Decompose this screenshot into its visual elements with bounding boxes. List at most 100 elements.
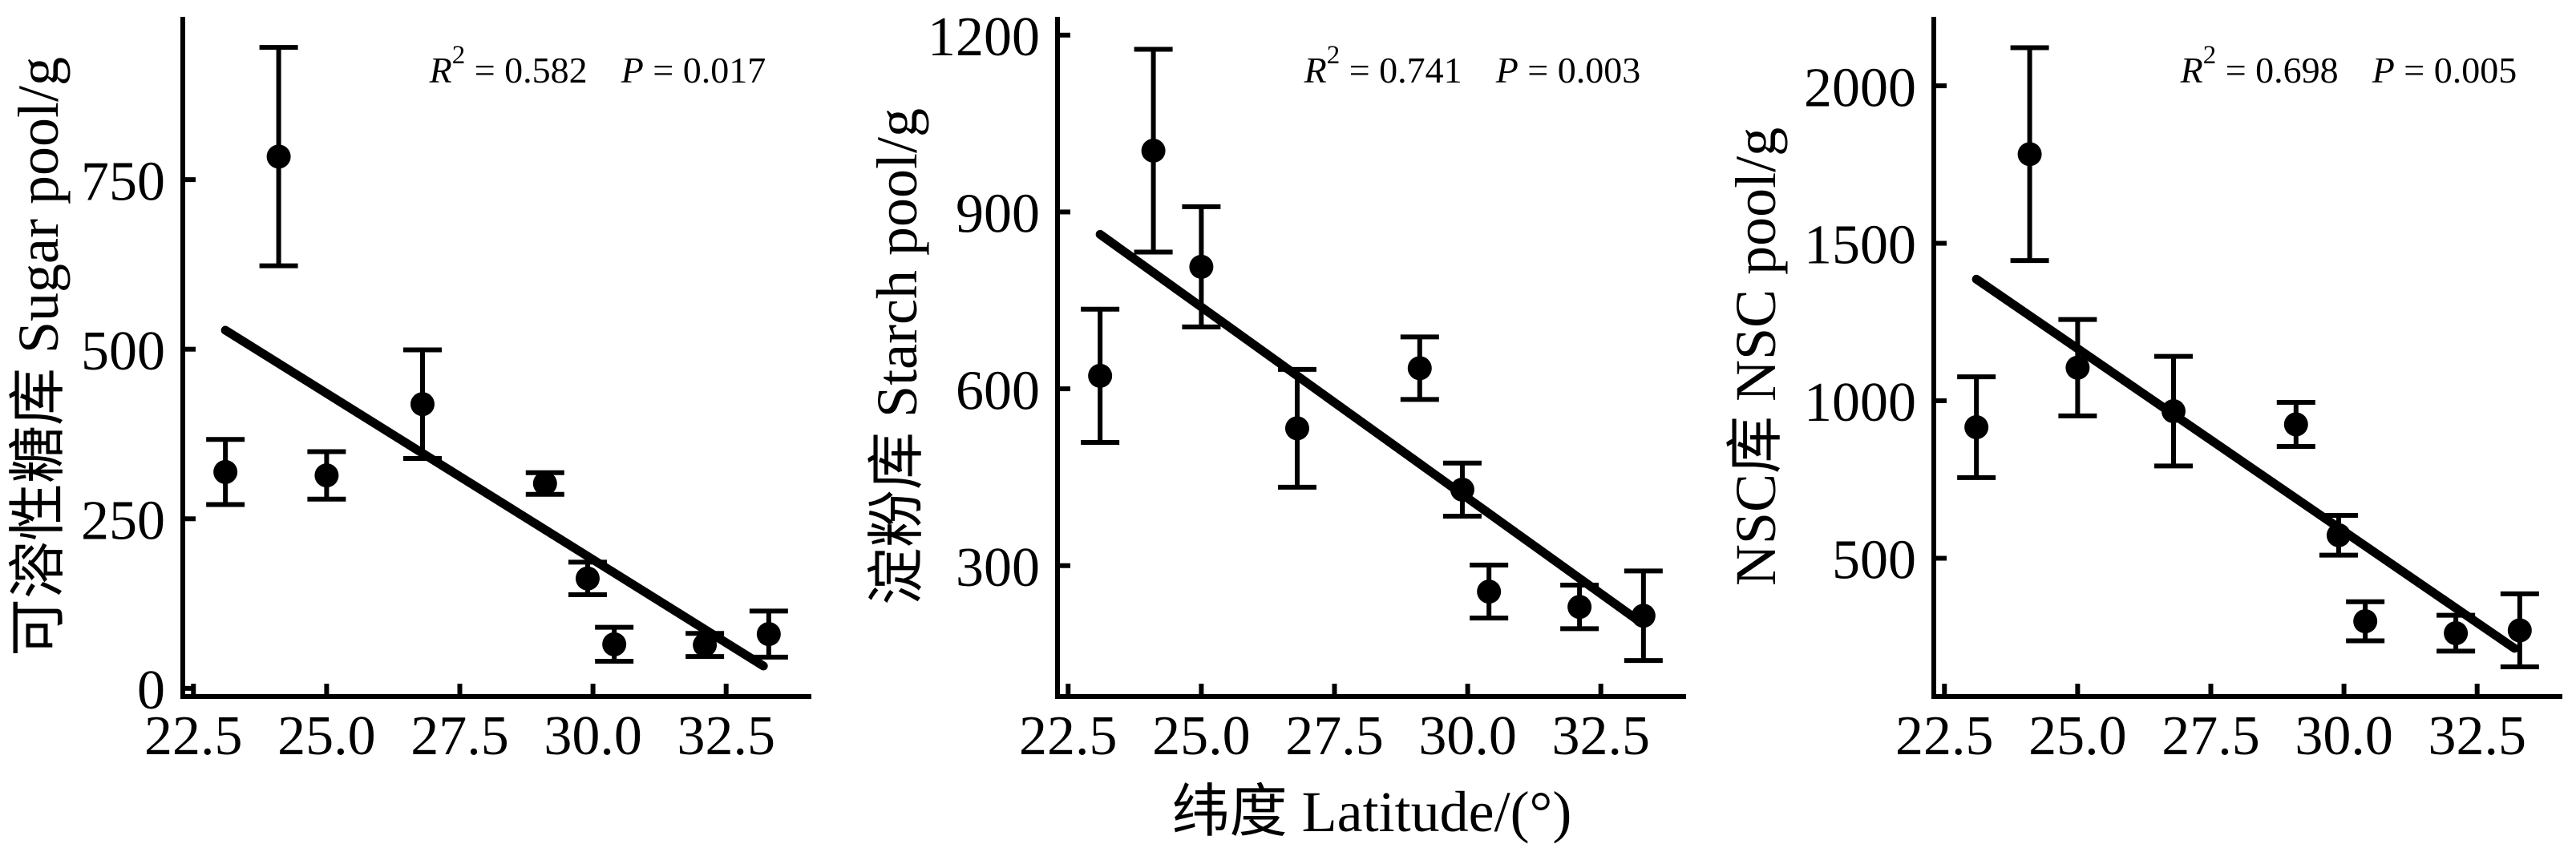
x-axis: 22.5 25.0 27.5 30.0 32.5 bbox=[144, 684, 775, 767]
error-bars bbox=[1081, 46, 1663, 664]
x-tick-label: 30.0 bbox=[2295, 705, 2393, 767]
y-tick-label: 300 bbox=[956, 537, 1040, 599]
data-point bbox=[314, 463, 339, 488]
stats-annotation: R2 = 0.741 P = 0.003 bbox=[1304, 41, 1641, 91]
data-point bbox=[213, 459, 238, 484]
data-point bbox=[1450, 477, 1474, 502]
y-axis-label: 可溶性糖库 Sugar pool/g bbox=[6, 57, 71, 656]
r-squared-exponent: 2 bbox=[2203, 41, 2217, 70]
y-axis-label: NSC库 NSC pool/g bbox=[1724, 127, 1788, 586]
error-bars bbox=[206, 45, 788, 664]
x-tick-label: 27.5 bbox=[410, 705, 509, 767]
x-axis: 22.5 25.0 27.5 30.0 32.5 bbox=[1895, 684, 2526, 767]
axis-spines bbox=[1055, 17, 1686, 699]
y-tick-label: 250 bbox=[81, 490, 165, 551]
data-point bbox=[1631, 604, 1656, 628]
data-point bbox=[2283, 412, 2308, 437]
data-point bbox=[410, 392, 435, 417]
data-point bbox=[602, 632, 627, 656]
fit-line bbox=[220, 325, 768, 671]
data-point bbox=[1141, 138, 1166, 163]
r-squared-exponent: 2 bbox=[452, 41, 466, 70]
data-point bbox=[1088, 363, 1113, 388]
data-series bbox=[1964, 142, 2532, 646]
x-tick-label: 25.0 bbox=[277, 705, 376, 767]
data-series bbox=[1088, 138, 1656, 628]
data-point bbox=[1567, 595, 1592, 620]
chart-panel-nsc-pool: 500 1000 1500 2000 22.5 25.0 27.5 30.0 32.5 R2 = … bbox=[1717, 0, 2576, 852]
data-point bbox=[756, 622, 781, 647]
y-tick-label: 600 bbox=[956, 360, 1040, 422]
y-axis: 500 1000 1500 2000 bbox=[1804, 57, 1947, 592]
y-tick-label: 1500 bbox=[1804, 215, 1916, 277]
data-point bbox=[2326, 523, 2351, 547]
x-tick-label: 32.5 bbox=[1551, 705, 1649, 767]
y-tick-label: 1200 bbox=[928, 6, 1040, 68]
y-tick-label: 1000 bbox=[1804, 372, 1916, 434]
y-tick-label: 0 bbox=[137, 660, 165, 721]
data-point bbox=[1189, 254, 1214, 279]
r-squared-value: = 0.698 bbox=[2216, 50, 2338, 91]
x-tick-label: 22.5 bbox=[1895, 705, 1994, 767]
data-point bbox=[2353, 609, 2378, 634]
chart-panel-starch-pool: 300 600 900 1200 22.5 25.0 27.5 30.0 32.5 R2 = 0.… bbox=[859, 0, 1717, 852]
x-tick-label: 32.5 bbox=[677, 705, 775, 767]
data-point bbox=[693, 632, 718, 657]
r-squared-exponent: 2 bbox=[1327, 41, 1341, 70]
data-point bbox=[1477, 579, 1502, 604]
data-series bbox=[213, 144, 781, 657]
y-tick-label: 750 bbox=[81, 151, 165, 212]
x-tick-label: 30.0 bbox=[1418, 705, 1517, 767]
chart-panel-sugar-pool: 0 250 500 750 22.5 25.0 27.5 30.0 32.5 R2 = 0.582… bbox=[0, 0, 859, 852]
p-value: = 0.005 bbox=[2395, 50, 2517, 91]
y-tick-label: 900 bbox=[956, 184, 1040, 245]
x-tick-label: 22.5 bbox=[144, 705, 243, 767]
r-squared-symbol: R bbox=[2180, 50, 2203, 91]
y-tick-label: 500 bbox=[1832, 530, 1916, 592]
p-value: = 0.003 bbox=[1519, 50, 1640, 91]
stats-annotation: R2 = 0.582 P = 0.017 bbox=[429, 41, 766, 91]
y-axis: 300 600 900 1200 bbox=[928, 6, 1070, 599]
y-tick-label: 2000 bbox=[1804, 57, 1916, 119]
x-axis-label: 纬度 Latitude/(°) bbox=[1172, 780, 1572, 844]
data-point bbox=[2161, 398, 2186, 423]
axis-spines bbox=[180, 17, 811, 699]
r-squared-value: = 0.741 bbox=[1340, 50, 1462, 91]
x-axis: 22.5 25.0 27.5 30.0 32.5 bbox=[1019, 684, 1650, 767]
x-tick-label: 22.5 bbox=[1019, 705, 1118, 767]
scatter-plot: 500 1000 1500 2000 22.5 25.0 27.5 30.0 32.5 R2 = … bbox=[1724, 17, 2562, 767]
data-point bbox=[532, 471, 557, 496]
fit-line bbox=[1971, 274, 2519, 653]
data-point bbox=[2065, 355, 2090, 380]
p-value: = 0.017 bbox=[644, 50, 766, 91]
scatter-plot: 0 250 500 750 22.5 25.0 27.5 30.0 32.5 R2 = 0.582… bbox=[6, 17, 811, 767]
data-point bbox=[1407, 356, 1432, 381]
data-point bbox=[2017, 142, 2042, 167]
r-squared-symbol: R bbox=[429, 50, 452, 91]
data-point bbox=[266, 144, 291, 169]
scatter-plot: 300 600 900 1200 22.5 25.0 27.5 30.0 32.5 R2 = 0.… bbox=[865, 6, 1686, 844]
data-point bbox=[2444, 621, 2469, 646]
x-tick-label: 30.0 bbox=[544, 705, 642, 767]
fit-line bbox=[1095, 229, 1643, 625]
x-tick-label: 32.5 bbox=[2428, 705, 2526, 767]
r-squared-value: = 0.582 bbox=[465, 50, 587, 91]
data-point bbox=[1284, 416, 1309, 441]
x-tick-label: 25.0 bbox=[1152, 705, 1251, 767]
x-tick-label: 25.0 bbox=[2028, 705, 2127, 767]
p-symbol: P bbox=[621, 50, 644, 91]
x-tick-label: 27.5 bbox=[1285, 705, 1384, 767]
data-point bbox=[2507, 618, 2532, 643]
y-axis-label: 淀粉库 Starch pool/g bbox=[865, 108, 929, 605]
y-tick-label: 500 bbox=[81, 321, 165, 382]
stats-annotation: R2 = 0.698 P = 0.005 bbox=[2180, 41, 2517, 91]
data-point bbox=[1964, 415, 1989, 440]
p-symbol: P bbox=[2372, 50, 2395, 91]
x-tick-label: 27.5 bbox=[2161, 705, 2260, 767]
p-symbol: P bbox=[1495, 50, 1519, 91]
y-axis: 0 250 500 750 bbox=[81, 151, 196, 721]
r-squared-symbol: R bbox=[1304, 50, 1327, 91]
error-bars bbox=[1957, 45, 2539, 670]
data-point bbox=[575, 566, 600, 591]
